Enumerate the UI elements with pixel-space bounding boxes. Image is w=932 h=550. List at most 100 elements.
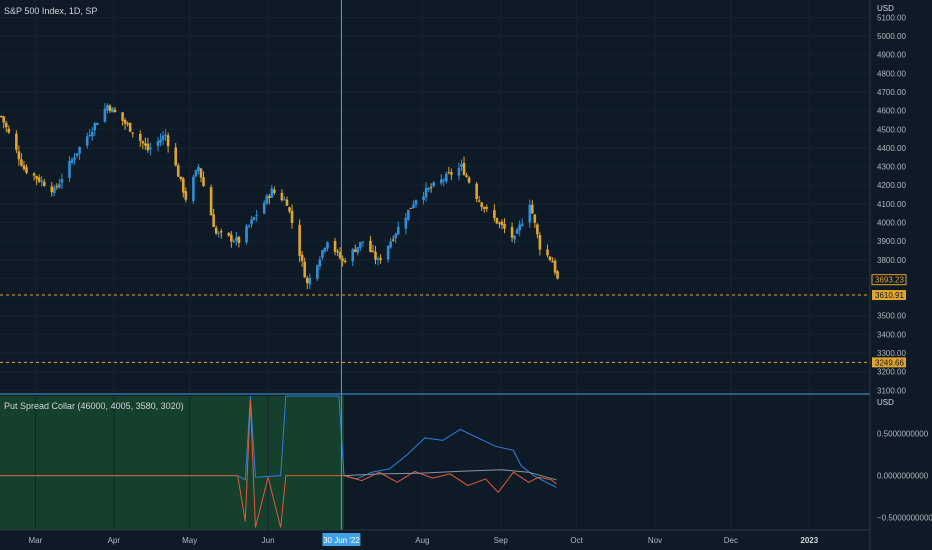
candle-body [126, 123, 129, 125]
candle-body [520, 223, 524, 226]
candle-body [308, 277, 312, 285]
indicator-series[interactable] [0, 395, 557, 528]
candle-body [447, 171, 451, 173]
indicator-currency-label: USD [877, 398, 894, 407]
candle-body [230, 234, 233, 242]
price-tick-label: 4000.00 [877, 219, 906, 228]
candle-body [414, 200, 418, 205]
price-tick-label: 4600.00 [877, 107, 906, 116]
candle-body [338, 252, 342, 259]
candle-body [480, 202, 484, 208]
crosshair-date-box [322, 533, 361, 546]
crosshair-date-label: 30 Jun '22 [322, 533, 361, 546]
candle-body [460, 164, 463, 167]
candle-body [533, 214, 537, 223]
candle-body [538, 234, 542, 250]
price-axis[interactable]: 3100.003200.003300.003400.003500.003600.… [877, 13, 906, 395]
candle-body [389, 241, 392, 248]
time-tick-label: Nov [648, 536, 662, 545]
candle-body [391, 239, 395, 241]
price-tick-label: 4400.00 [877, 144, 906, 153]
candle-body [58, 183, 61, 188]
candle-body [318, 259, 322, 267]
candle-body [32, 173, 36, 176]
time-axis[interactable]: Mar Apr May Jun Aug Sep Oct Nov Dec 2023 [29, 536, 819, 545]
candle-body [283, 199, 286, 201]
time-tick-label: May [182, 536, 197, 545]
candle-body [7, 128, 11, 133]
candle-body [156, 140, 160, 146]
candle-body [356, 247, 360, 253]
candle-body [359, 242, 362, 248]
price-tick-label: 4800.00 [877, 69, 906, 78]
candle-body [75, 153, 79, 156]
price-tick-label: 3800.00 [877, 256, 906, 265]
candle-body [68, 161, 71, 178]
candlestick-series[interactable] [0, 103, 559, 290]
candle-body [176, 165, 180, 177]
price-tags: 3693.23 3610.91 3249.66 [871, 274, 907, 368]
candle-body [93, 123, 97, 131]
candle-body [265, 195, 269, 204]
candle-body [548, 256, 552, 261]
candle-body [197, 166, 200, 171]
candle-body [546, 249, 549, 256]
candle-body [108, 105, 112, 111]
candle-body [90, 131, 94, 137]
time-tick-label: Jun [262, 536, 275, 545]
candle-body [267, 196, 271, 199]
candle-body [288, 207, 291, 212]
candle-body [164, 134, 167, 137]
candle-body [2, 116, 6, 123]
candle-body [247, 225, 251, 227]
candle-body [333, 240, 337, 252]
candle-body [396, 226, 400, 235]
price-tag-box [872, 290, 906, 301]
symbol-title[interactable]: S&P 500 Index, 1D, SP [4, 6, 98, 16]
candle-body [336, 251, 339, 253]
candle-body [412, 204, 415, 209]
price-tag-box [872, 357, 906, 368]
indicator-line-blue [0, 395, 557, 488]
candle-body [262, 202, 266, 214]
candle-body [15, 133, 18, 150]
indicator-line-gray [343, 469, 557, 481]
price-tick-label: 3200.00 [877, 368, 906, 377]
candle-body [194, 169, 198, 177]
price-tick-label: 3300.00 [877, 349, 906, 358]
candle-body [475, 183, 478, 200]
candle-body [96, 123, 99, 125]
candle-body [553, 260, 557, 273]
candle-body [457, 167, 461, 176]
candle-body [149, 147, 152, 150]
candle-body [20, 159, 23, 166]
candle-body [503, 224, 506, 229]
indicator-axis[interactable]: 0.5000000000 0.0000000000 −0.5000000000 [877, 430, 932, 523]
indicator-title[interactable]: Put Spread Collar (46000, 4005, 3580, 30… [4, 401, 184, 411]
candle-body [22, 165, 26, 170]
candle-body [510, 227, 514, 238]
candle-body [161, 135, 165, 141]
time-tick-label: Dec [724, 536, 738, 545]
candle-body [141, 141, 145, 144]
price-tick-label: 5100.00 [877, 13, 906, 22]
candle-body [407, 209, 410, 220]
candle-body [166, 135, 170, 147]
price-tag-label: 3610.91 [875, 291, 904, 300]
candle-body [556, 271, 559, 279]
candle-body [106, 105, 109, 111]
candle-body [217, 232, 220, 234]
candle-body [404, 217, 408, 229]
candle-body [85, 136, 89, 146]
candle-body [343, 260, 347, 263]
candle-body [128, 122, 132, 132]
candle-body [212, 214, 215, 227]
candle-body [25, 167, 28, 173]
candle-body [17, 151, 21, 160]
candle-body [427, 187, 430, 190]
candle-body [219, 231, 223, 233]
candle-body [174, 147, 178, 166]
candle-body [70, 159, 74, 163]
candle-body [341, 258, 344, 261]
